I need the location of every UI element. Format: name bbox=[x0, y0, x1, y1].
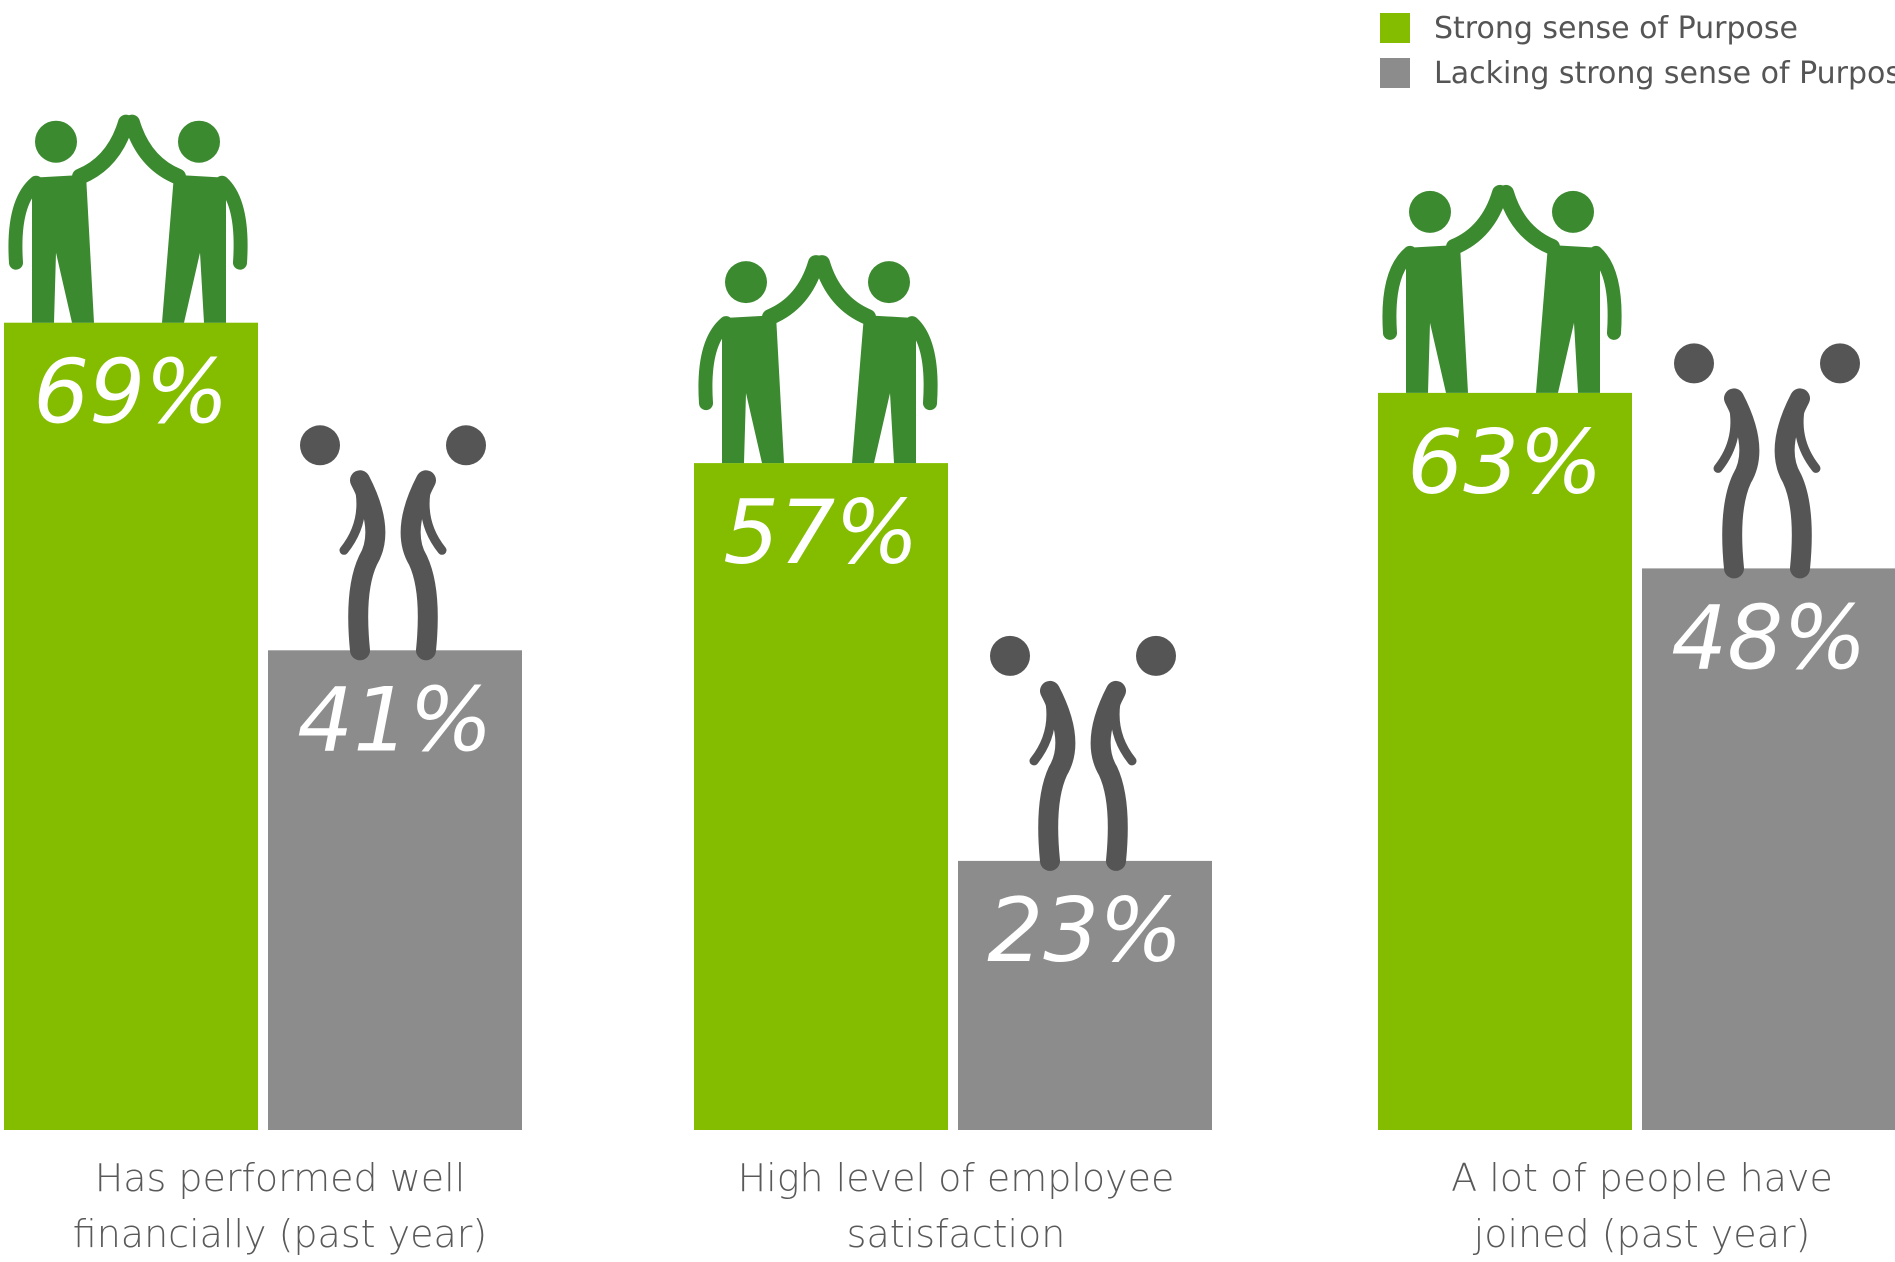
bar-group: 69% bbox=[4, 114, 258, 1130]
bar-value-label: 57% bbox=[723, 481, 919, 584]
category-label-line: High level of employee bbox=[737, 1156, 1175, 1200]
bar-group: 41% bbox=[268, 425, 522, 1130]
category-label-line: Has performed well bbox=[94, 1156, 466, 1200]
legend-swatch-gray bbox=[1380, 58, 1410, 88]
bar-value-label: 23% bbox=[987, 879, 1183, 982]
bar-group: 57% bbox=[694, 255, 948, 1131]
category-label-financial: Has performed well financially (past yea… bbox=[0, 1150, 560, 1262]
bar bbox=[4, 322, 258, 1130]
legend-swatch-green bbox=[1380, 13, 1410, 43]
bar bbox=[694, 463, 948, 1131]
slumped-people-icon bbox=[990, 635, 1176, 871]
bar bbox=[958, 860, 1212, 1130]
category-label-satisfaction: High level of employee satisfaction bbox=[676, 1150, 1236, 1262]
category-label-line: satisfaction bbox=[846, 1212, 1066, 1256]
legend-item-strong-purpose: Strong sense of Purpose bbox=[1380, 0, 1798, 56]
bar-value-label: 69% bbox=[33, 341, 229, 444]
category-label-line: joined (past year) bbox=[1473, 1212, 1811, 1256]
bar-group: 48% bbox=[1642, 343, 1895, 1130]
slumped-people-icon bbox=[300, 425, 486, 661]
slumped-people-icon bbox=[1674, 343, 1860, 579]
category-label-joined: A lot of people have joined (past year) bbox=[1362, 1150, 1895, 1262]
bar-value-label: 48% bbox=[1671, 586, 1867, 689]
high-five-people-icon bbox=[698, 255, 938, 464]
category-label-line: financially (past year) bbox=[72, 1212, 488, 1256]
bar-value-label: 41% bbox=[297, 668, 493, 771]
high-five-people-icon bbox=[1382, 184, 1622, 393]
legend-label: Strong sense of Purpose bbox=[1434, 10, 1798, 46]
bar bbox=[1642, 568, 1895, 1130]
high-five-people-icon bbox=[8, 114, 248, 323]
category-label-line: A lot of people have bbox=[1451, 1156, 1833, 1200]
legend-label: Lacking strong sense of Purpose bbox=[1434, 55, 1895, 91]
bar-value-label: 63% bbox=[1407, 411, 1603, 514]
bar-group: 23% bbox=[958, 635, 1212, 1130]
bar-group: 63% bbox=[1378, 184, 1632, 1130]
bar bbox=[268, 650, 522, 1130]
legend-item-lacking-purpose: Lacking strong sense of Purpose bbox=[1380, 45, 1895, 101]
bar bbox=[1378, 392, 1632, 1130]
